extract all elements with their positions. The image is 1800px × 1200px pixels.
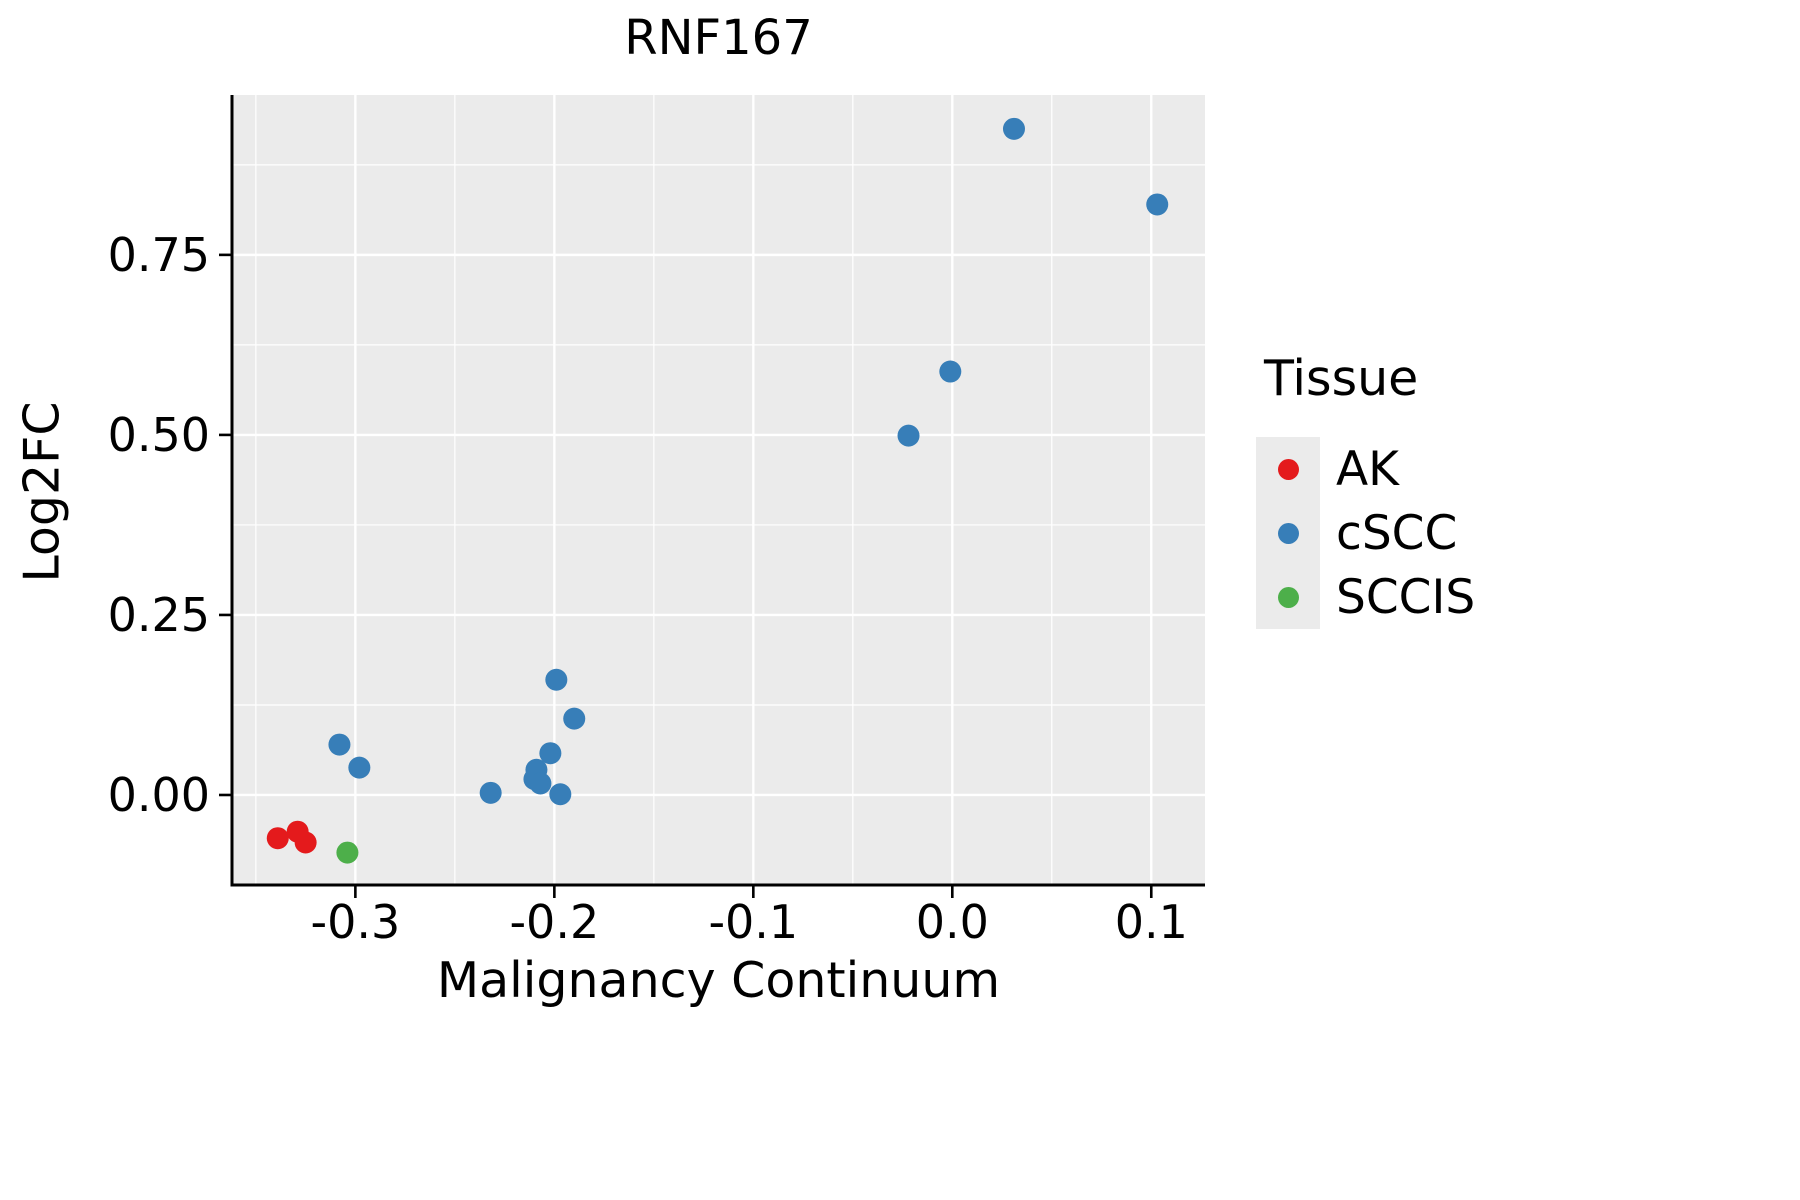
x-tick-label: 0.0 <box>916 895 989 949</box>
y-tick-label: 0.50 <box>108 408 210 462</box>
x-tick-label: -0.1 <box>708 895 798 949</box>
axis-lines <box>230 95 1205 887</box>
data-point-cscc <box>328 733 351 756</box>
legend: Tissue AK cSCC SCCIS <box>1256 350 1475 629</box>
legend-dot-icon <box>1277 458 1299 480</box>
x-axis-label: Malignancy Continuum <box>436 952 1001 1009</box>
legend-item-sccis: SCCIS <box>1256 565 1475 629</box>
data-point-cscc <box>939 360 962 383</box>
y-tick-labels: 0.00 0.25 0.50 0.75 <box>108 228 210 822</box>
legend-title: Tissue <box>1264 350 1419 407</box>
data-point-sccis <box>336 841 359 864</box>
y-tick-label: 0.00 <box>108 768 210 822</box>
data-point-cscc <box>563 707 586 730</box>
legend-key <box>1256 501 1320 565</box>
data-point-cscc <box>479 781 502 804</box>
chart-title: RNF167 <box>624 10 813 66</box>
data-point-cscc <box>545 668 568 691</box>
data-point-cscc <box>1146 193 1169 216</box>
axis-ticks <box>219 253 1153 898</box>
legend-dot-icon <box>1277 586 1299 608</box>
data-point-cscc <box>897 424 920 447</box>
x-tick-label: -0.3 <box>310 895 400 949</box>
legend-item-label: SCCIS <box>1336 569 1476 625</box>
x-tick-label: 0.1 <box>1115 895 1188 949</box>
y-tick-label: 0.75 <box>108 228 210 282</box>
grid-major-lines <box>232 95 1205 885</box>
legend-items: AK cSCC SCCIS <box>1256 437 1475 629</box>
data-point-cscc <box>529 772 552 795</box>
legend-item-label: AK <box>1336 441 1399 497</box>
legend-item-label: cSCC <box>1336 505 1458 561</box>
x-tick-labels: -0.3 -0.2 -0.1 0.0 0.1 <box>310 895 1187 949</box>
legend-key <box>1256 565 1320 629</box>
grid-minor-lines <box>232 95 1205 885</box>
data-point-ak <box>266 827 289 850</box>
data-point-cscc <box>549 783 572 806</box>
data-point-cscc <box>348 756 371 779</box>
legend-item-ak: AK <box>1256 437 1475 501</box>
data-points <box>266 117 1169 864</box>
plot-panel <box>232 95 1205 885</box>
data-point-cscc <box>539 742 562 765</box>
data-point-cscc <box>1002 117 1025 140</box>
x-tick-label: -0.2 <box>509 895 599 949</box>
legend-dot-icon <box>1277 522 1299 544</box>
legend-item-cscc: cSCC <box>1256 501 1475 565</box>
legend-key <box>1256 437 1320 501</box>
y-axis-label: Log2FC <box>13 401 71 583</box>
y-tick-label: 0.25 <box>108 588 210 642</box>
data-point-ak <box>294 831 317 854</box>
